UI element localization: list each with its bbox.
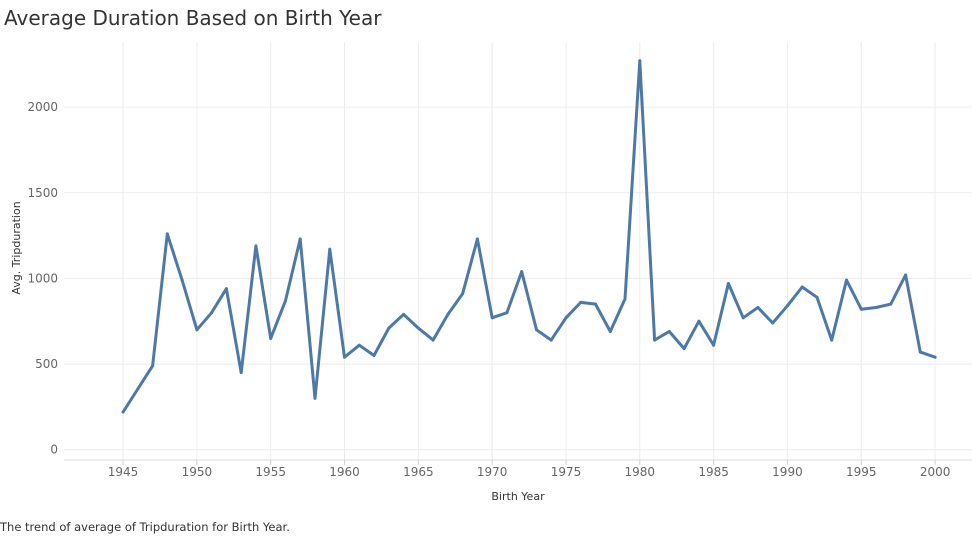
x-tick-label: 1950 — [182, 465, 213, 479]
data-point — [623, 297, 627, 301]
data-point — [372, 354, 376, 357]
data-point — [313, 396, 317, 400]
data-point — [874, 306, 878, 309]
y-tick-label: 2000 — [27, 100, 58, 114]
x-tick-label: 1955 — [255, 465, 286, 479]
x-tick-label: 1970 — [477, 465, 508, 479]
data-point — [682, 347, 686, 351]
data-point — [490, 316, 494, 320]
data-point — [505, 311, 509, 315]
data-point — [269, 336, 273, 340]
data-point — [461, 292, 465, 296]
data-point — [195, 328, 199, 332]
data-point — [343, 355, 346, 359]
data-point — [328, 247, 332, 251]
data-point — [697, 319, 701, 323]
data-point — [151, 364, 155, 368]
data-point — [638, 59, 642, 63]
data-point — [667, 330, 671, 333]
data-point — [564, 316, 568, 320]
data-point — [904, 273, 908, 277]
data-point — [284, 299, 287, 303]
chart-caption: The trend of average of Tripduration for… — [0, 520, 290, 534]
data-point — [254, 244, 258, 248]
series-layer — [121, 59, 937, 414]
x-tick-label: 1995 — [846, 465, 877, 479]
y-tick-label: 1000 — [27, 271, 58, 285]
data-point — [549, 338, 553, 342]
data-point — [771, 321, 775, 325]
data-point — [741, 316, 745, 320]
chart-title: Average Duration Based on Birth Year — [4, 6, 382, 30]
data-point — [608, 330, 612, 333]
data-point — [535, 328, 538, 332]
data-point — [845, 278, 848, 282]
x-tick-label: 1990 — [772, 465, 803, 479]
data-point — [918, 350, 922, 354]
data-point — [402, 312, 406, 316]
data-point — [712, 343, 716, 347]
x-tick-label: 1965 — [403, 465, 434, 479]
y-tick-label: 1500 — [27, 186, 58, 200]
data-point — [800, 285, 804, 289]
series-line — [121, 59, 937, 414]
data-point — [653, 338, 657, 342]
data-point — [785, 304, 789, 308]
data-point — [830, 338, 834, 342]
data-point — [756, 306, 760, 309]
data-point — [224, 287, 228, 291]
y-tick-label: 0 — [50, 443, 58, 457]
x-tick-label: 1960 — [329, 465, 360, 479]
data-point — [180, 278, 184, 282]
axes: 1945 1950 1955 1960 1965 1970 1975 1980 1985 1990… — [27, 100, 972, 479]
data-point — [431, 338, 435, 342]
data-point — [726, 282, 730, 285]
data-point — [416, 326, 420, 330]
data-point — [298, 237, 302, 241]
data-point — [239, 371, 243, 375]
data-point — [859, 307, 863, 311]
x-tick-label: 1945 — [108, 465, 139, 479]
data-point — [889, 302, 893, 306]
y-axis-title: Avg. Tripduration — [10, 201, 23, 294]
data-point — [475, 237, 479, 241]
data-point — [210, 311, 214, 315]
x-tick-label: 1975 — [551, 465, 582, 479]
data-point — [387, 326, 391, 330]
x-tick-label: 1985 — [698, 465, 729, 479]
data-point — [594, 302, 597, 306]
x-axis-title: Birth Year — [491, 490, 545, 503]
data-point — [520, 270, 524, 274]
grid-lines — [64, 42, 972, 460]
data-point — [121, 410, 125, 414]
data-point — [165, 232, 169, 236]
data-point — [446, 312, 450, 316]
data-point — [815, 295, 819, 299]
x-tick-label: 1980 — [625, 465, 656, 479]
data-point — [357, 343, 361, 347]
data-point — [933, 355, 937, 359]
x-tick-label: 2000 — [920, 465, 951, 479]
y-tick-label: 500 — [35, 357, 58, 371]
data-point — [579, 300, 583, 304]
